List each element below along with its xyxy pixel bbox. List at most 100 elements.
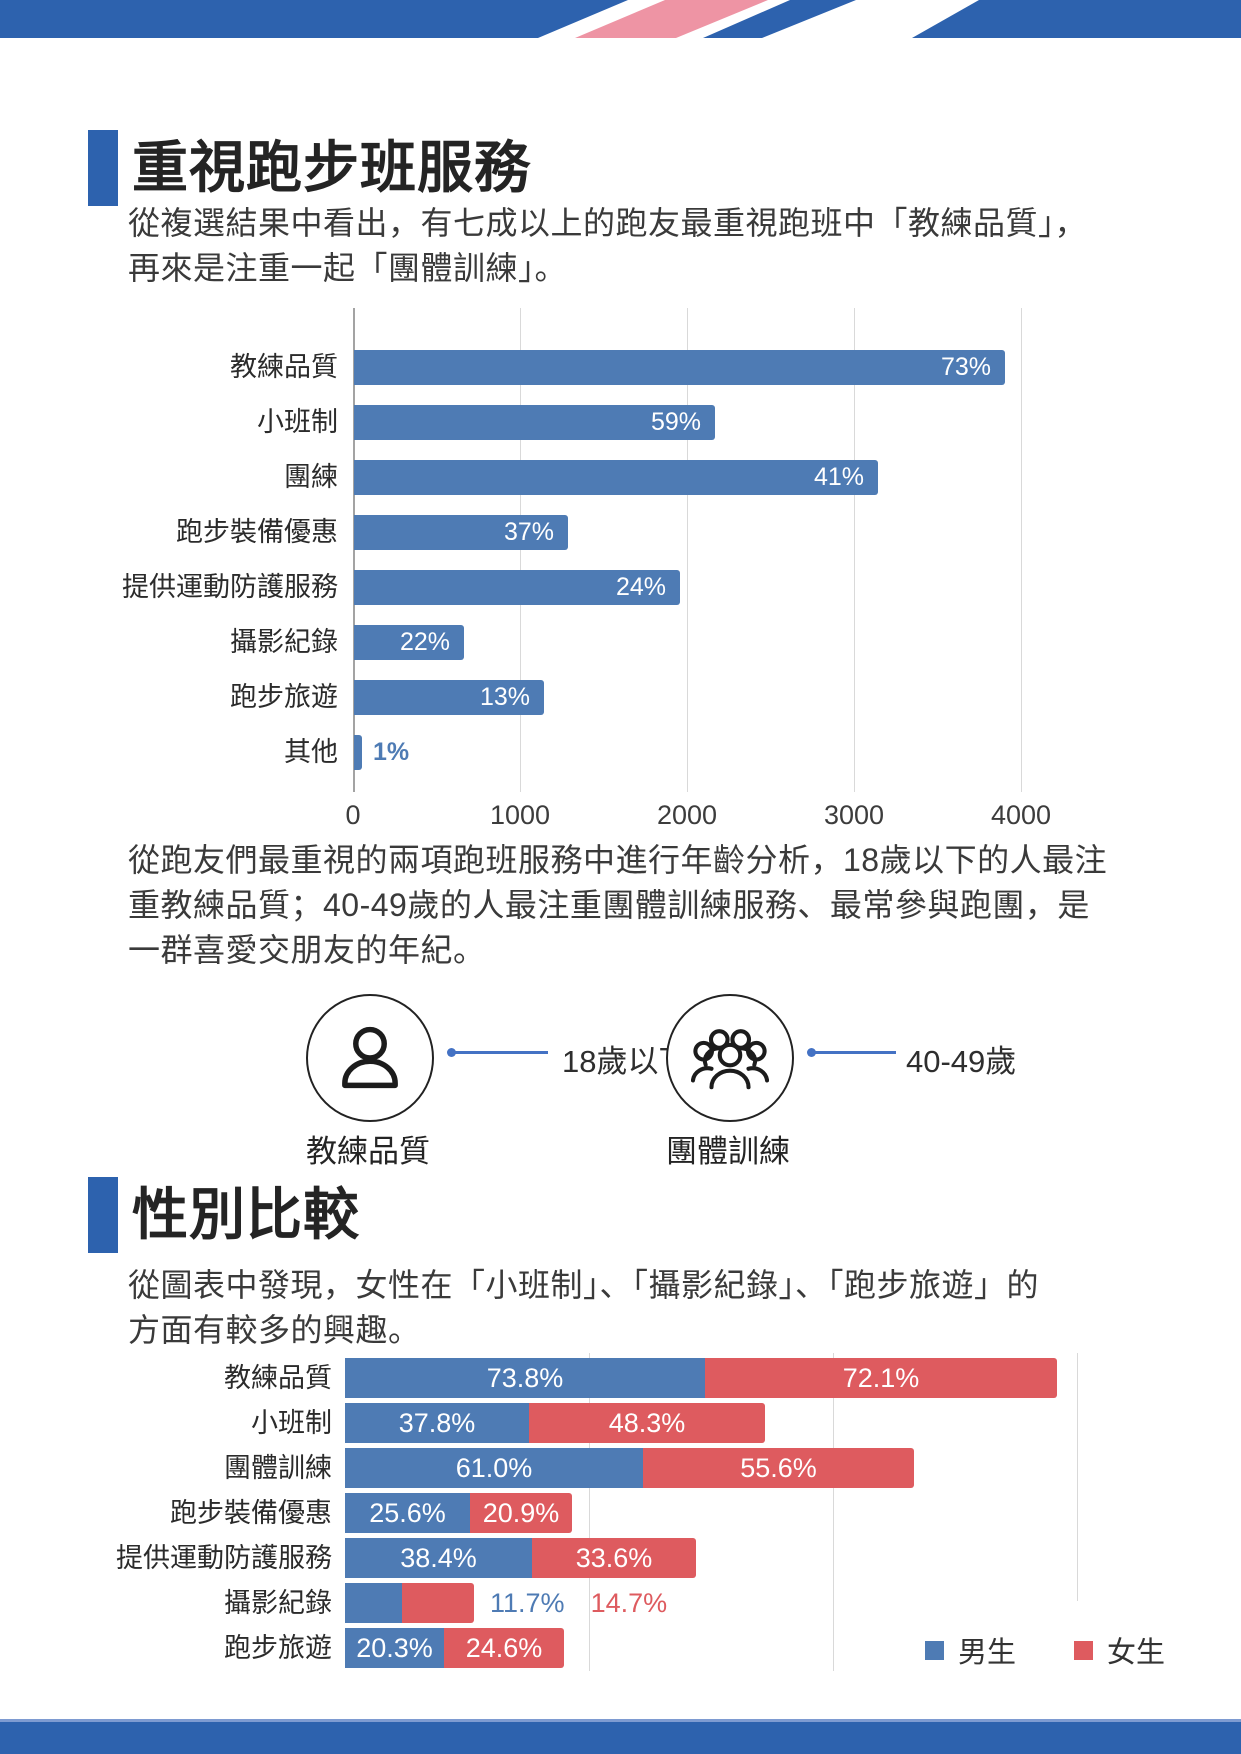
legend-label-female: 女生 bbox=[1107, 1637, 1166, 1669]
category-label: 跑步旅遊 bbox=[224, 1633, 332, 1663]
bar-value-label: 14.7% bbox=[590, 1588, 668, 1618]
highlight-circle-coach bbox=[306, 994, 434, 1122]
bar-segment-female bbox=[532, 1538, 696, 1578]
bar-segment-female bbox=[705, 1358, 1057, 1398]
person-icon bbox=[342, 1026, 398, 1089]
bar bbox=[354, 735, 362, 770]
connector-line-group bbox=[807, 1048, 896, 1057]
people-group-icon bbox=[691, 1029, 769, 1090]
highlight-circle-group bbox=[666, 994, 794, 1122]
gridline bbox=[589, 1353, 590, 1671]
connector-line-coach bbox=[447, 1048, 548, 1057]
bar-value-label: 73.8% bbox=[486, 1363, 564, 1393]
axis-tick-label: 0 bbox=[345, 800, 361, 830]
header-stripes-decoration bbox=[0, 0, 1241, 38]
connector-dot bbox=[447, 1048, 456, 1057]
title-accent-square bbox=[88, 130, 118, 206]
service-label-coach: 教練品質 bbox=[306, 1134, 430, 1169]
section2-paragraph: 從圖表中發現，女性在「小班制」、「攝影紀錄」、「跑步旅遊」的 方面有較多的興趣。 bbox=[128, 1267, 1040, 1348]
category-label: 團練 bbox=[284, 462, 338, 492]
bar-value-label: 24.6% bbox=[465, 1633, 543, 1663]
category-label: 團體訓練 bbox=[224, 1453, 332, 1483]
legend-item-female: 女生 bbox=[1074, 1629, 1165, 1671]
legend-item-male: 男生 bbox=[925, 1629, 1016, 1671]
bar-segment-female bbox=[444, 1628, 564, 1668]
category-label: 跑步裝備優惠 bbox=[170, 1498, 332, 1528]
bar-value-label: 41% bbox=[813, 463, 864, 491]
bar-value-label: 38.4% bbox=[400, 1543, 477, 1573]
bar-value-label: 73% bbox=[940, 353, 991, 381]
header-right-band bbox=[912, 0, 1241, 38]
category-label: 教練品質 bbox=[230, 352, 338, 382]
bar-value-label: 1% bbox=[373, 738, 410, 766]
header-blue-stripe bbox=[703, 0, 856, 38]
gridline bbox=[854, 308, 855, 792]
bar bbox=[354, 515, 568, 550]
bar bbox=[354, 405, 715, 440]
bar-value-label: 37.8% bbox=[398, 1408, 476, 1438]
title-accent-square bbox=[88, 1177, 118, 1253]
bar-segment-female bbox=[643, 1448, 914, 1488]
bar-segment-male bbox=[345, 1448, 643, 1488]
section1-paragraph2: 從跑友們最重視的兩項跑班服務中進行年齡分析，18歲以下的人最注 重教練品質；40… bbox=[128, 842, 1108, 968]
gridline bbox=[1021, 308, 1022, 792]
bar-segment-male bbox=[345, 1583, 402, 1623]
bar bbox=[354, 680, 544, 715]
gridline bbox=[353, 308, 355, 792]
bar-value-label: 37% bbox=[503, 518, 554, 546]
bar bbox=[354, 350, 1005, 385]
category-label: 提供運動防護服務 bbox=[122, 572, 338, 602]
gridline bbox=[687, 308, 688, 792]
bar-segment-male bbox=[345, 1538, 532, 1578]
section1-title: 重視跑步班服務 bbox=[132, 136, 531, 199]
service-label-group: 團體訓練 bbox=[666, 1134, 790, 1169]
bar-value-label: 20.9% bbox=[482, 1498, 560, 1528]
bar bbox=[354, 460, 878, 495]
bar-segment-female bbox=[470, 1493, 572, 1533]
bar-value-label: 22% bbox=[399, 628, 450, 656]
age-label-40-49: 40-49歲 bbox=[906, 1044, 1017, 1079]
bar-value-label: 13% bbox=[479, 683, 530, 711]
legend-label-male: 男生 bbox=[958, 1637, 1017, 1669]
category-label: 小班制 bbox=[251, 1408, 332, 1438]
category-label: 其他 bbox=[284, 737, 338, 767]
bar bbox=[354, 625, 464, 660]
bar-value-label: 48.3% bbox=[608, 1408, 686, 1438]
category-label: 跑步旅遊 bbox=[230, 682, 338, 712]
service-importance-bar-chart: 0 1000 2000 3000 4000 教練品質 73% 小班制 59% 團練 41% 跑步裝備優… bbox=[0, 0, 1241, 830]
section2-title: 性別比較 bbox=[132, 1183, 360, 1246]
category-label: 小班制 bbox=[257, 407, 338, 437]
bar-value-label: 72.1% bbox=[842, 1363, 920, 1393]
connector-dot bbox=[807, 1048, 816, 1057]
gender-comparison-stacked-bar-chart: 教練品質 73.8% 72.1% 小班制 37.8% 48.3% 團體訓練 61.0% 55.6… bbox=[116, 1353, 1078, 1671]
bar bbox=[354, 570, 680, 605]
bar-value-label: 24% bbox=[615, 573, 666, 601]
bar-value-label: 25.6% bbox=[369, 1498, 446, 1528]
bar-segment-male bbox=[345, 1403, 529, 1443]
section1-paragraph1: 從複選結果中看出，有七成以上的跑友最重視跑班中「教練品質」， 再來是注重一起「團… bbox=[128, 205, 1088, 286]
category-label: 跑步裝備優惠 bbox=[176, 517, 338, 547]
bar-segment-female bbox=[529, 1403, 765, 1443]
category-label: 教練品質 bbox=[224, 1363, 332, 1393]
bar-segment-female bbox=[402, 1583, 474, 1623]
category-label: 提供運動防護服務 bbox=[116, 1543, 332, 1573]
bar-value-label: 61.0% bbox=[455, 1453, 533, 1483]
axis-tick-label: 2000 bbox=[656, 800, 718, 830]
legend-swatch-female bbox=[1074, 1640, 1094, 1660]
header-pink-stripe bbox=[575, 0, 768, 38]
bar-value-label: 11.7% bbox=[490, 1588, 565, 1618]
bar-segment-male bbox=[345, 1493, 470, 1533]
bar-value-label: 20.3% bbox=[356, 1633, 433, 1663]
bar-value-label: 33.6% bbox=[575, 1543, 653, 1573]
footer-band-decoration bbox=[0, 1719, 1241, 1754]
axis-tick-label: 4000 bbox=[990, 800, 1052, 830]
category-label: 攝影紀錄 bbox=[224, 1588, 332, 1618]
chart-legend: 男生 女生 bbox=[925, 1629, 1165, 1671]
outside-value-labels: 11.7% 14.7% bbox=[490, 1583, 667, 1623]
bar-segment-male bbox=[345, 1628, 444, 1668]
axis-tick-label: 3000 bbox=[823, 800, 885, 830]
header-main-band bbox=[0, 0, 628, 38]
category-label: 攝影紀錄 bbox=[230, 627, 338, 657]
section1-title-block: 重視跑步班服務 bbox=[88, 130, 531, 206]
